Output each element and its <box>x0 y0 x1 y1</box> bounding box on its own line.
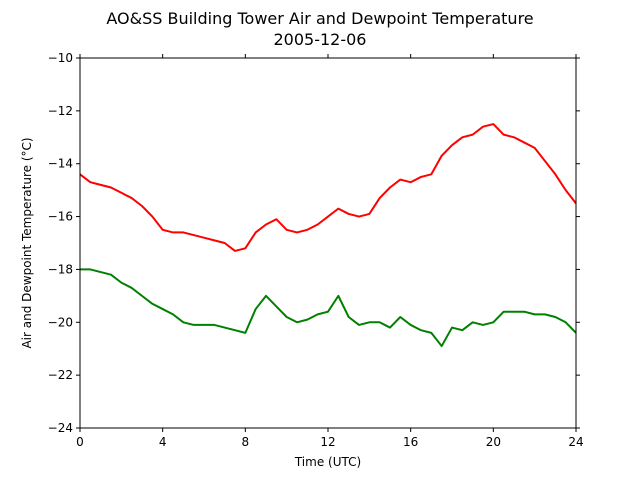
y-axis-ticks: −24 −22 −20 −18 −16 −14 −12 −10 <box>48 51 580 435</box>
y-tick-label: −16 <box>48 210 73 224</box>
chart-subtitle: 2005-12-06 <box>274 30 367 49</box>
x-tick-label: 4 <box>159 435 167 449</box>
x-tick-label: 12 <box>320 435 335 449</box>
x-tick-label: 20 <box>486 435 501 449</box>
y-tick-label: −18 <box>48 262 73 276</box>
y-tick-label: −14 <box>48 157 73 171</box>
x-axis-ticks: 0 4 8 12 16 20 24 <box>76 54 584 449</box>
y-tick-label: −22 <box>48 368 73 382</box>
x-tick-label: 16 <box>403 435 418 449</box>
chart-title: AO&SS Building Tower Air and Dewpoint Te… <box>106 9 533 28</box>
y-axis-label: Air and Dewpoint Temperature (°C) <box>20 137 34 348</box>
x-tick-label: 8 <box>242 435 250 449</box>
y-tick-label: −20 <box>48 315 73 329</box>
plot-lines <box>79 123 577 348</box>
y-tick-label: −12 <box>48 104 73 118</box>
x-tick-label: 0 <box>76 435 84 449</box>
series-line-1 <box>79 123 577 252</box>
y-tick-label: −24 <box>48 421 73 435</box>
series-line-2 <box>80 268 577 348</box>
x-tick-label: 24 <box>568 435 583 449</box>
x-axis-label: Time (UTC) <box>294 455 361 469</box>
y-tick-label: −10 <box>48 51 73 65</box>
